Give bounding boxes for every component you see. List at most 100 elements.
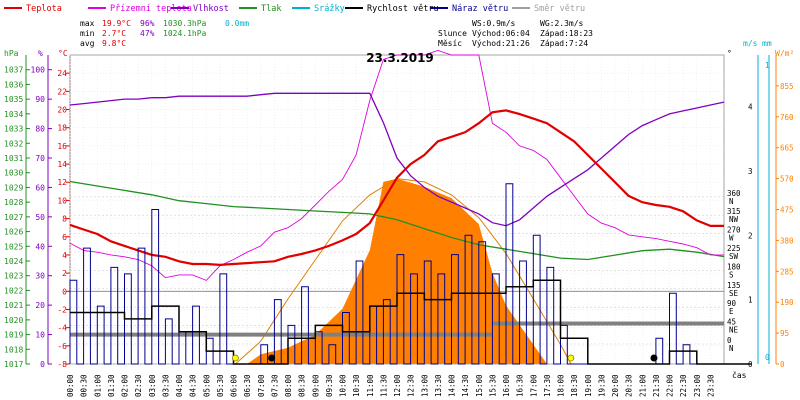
humidity-tick-label: 70 (35, 154, 45, 163)
direction-tick-label: 180 (727, 262, 741, 271)
x-tick-label: 09:00 (311, 374, 320, 397)
temperature-line (69, 109, 724, 267)
x-tick-label: 16:30 (516, 374, 525, 397)
temperature-tick-label: 6 (62, 233, 67, 242)
stats-block: max 19.9°C 96% 1030.3hPa 0.0mm min 2.7°C… (80, 19, 249, 48)
humidity-tick-label: 20 (35, 301, 45, 310)
x-tick-label: 10:30 (352, 374, 361, 397)
temperature-tick-label: 20 (57, 106, 67, 115)
pressure-line (69, 180, 725, 261)
temperature-tick-label: 12 (57, 178, 67, 187)
direction-tick-label: 45 (727, 318, 736, 327)
x-tick-label: 20:30 (625, 374, 634, 397)
temperature-tick-label: 16 (57, 142, 67, 151)
humidity-tick-label: 80 (35, 125, 45, 134)
solar-tick-label: 0 (780, 360, 785, 369)
direction-tick-label: 135 (727, 281, 741, 290)
x-tick-label: 12:30 (407, 374, 416, 397)
wind-tick-label: 4 (748, 103, 753, 112)
pressure-tick-label: 1023 (4, 272, 23, 281)
x-tick-label: 03:00 (148, 374, 157, 397)
x-tick-label: 20:00 (611, 374, 620, 397)
legend-label: Vlhkost (193, 4, 229, 14)
x-tick-label: 18:30 (570, 374, 579, 397)
temperature-tick-label: 4 (62, 251, 67, 260)
pressure-tick-label: 1031 (4, 154, 23, 163)
x-tick-label: 01:30 (107, 374, 116, 397)
humidity-tick-label: 50 (35, 213, 45, 222)
x-tick-label: 10:00 (339, 374, 348, 397)
stat-avg-label: avg (80, 39, 95, 48)
pressure-tick-label: 1028 (4, 198, 23, 207)
unit-degc: °C (58, 49, 68, 58)
legend-label: Směr větru (534, 4, 585, 14)
x-tick-label: 19:00 (584, 374, 593, 397)
pressure-tick-label: 1017 (4, 360, 23, 369)
stat-min-temp: 2.7°C (102, 29, 126, 38)
direction-tick-dir: E (729, 307, 734, 316)
solar-tick-label: 475 (780, 206, 794, 215)
gust-line (69, 183, 731, 365)
pressure-tick-label: 1027 (4, 213, 23, 222)
stat-max-rain: 0.0mm (225, 19, 249, 28)
wind-tick-label: 2 (748, 231, 753, 240)
pressure-tick-label: 1036 (4, 80, 23, 89)
x-tick-label: 07:30 (270, 374, 279, 397)
solar-tick-label: 380 (780, 236, 794, 245)
astro-block: WS:0.9m/s WG:2.3m/s Slunce Východ:06:04 … (438, 19, 593, 48)
moon-label: Měsíc (438, 39, 462, 48)
pressure-tick-label: 1019 (4, 331, 23, 340)
x-tick-label: 14:30 (461, 374, 470, 397)
temperature-tick-label: -2 (57, 305, 67, 314)
ws-value: WS:0.9m/s (472, 19, 516, 28)
direction-tick-dir: N (729, 197, 734, 206)
x-tick-label: 07:00 (257, 374, 266, 397)
ground-temp-line (69, 50, 724, 281)
sunset-marker (567, 354, 575, 362)
rain-tick-label: 1 (765, 61, 770, 70)
chart-date-title: 23.3.2019 (366, 51, 434, 65)
pressure-tick-label: 1030 (4, 169, 23, 178)
stat-max-temp: 19.9°C (102, 19, 131, 28)
direction-tick-dir: NW (729, 215, 739, 224)
legend-label: Teplota (26, 4, 62, 14)
pressure-tick-label: 1026 (4, 228, 23, 237)
x-tick-label: 16:00 (502, 374, 511, 397)
humidity-line (69, 92, 725, 227)
x-tick-label: 02:00 (121, 374, 130, 397)
pressure-tick-label: 1034 (4, 110, 23, 119)
moon-rise: Východ:21:26 (472, 39, 530, 48)
legend-label: Náraz větru (452, 4, 508, 14)
unit-headers: hPa % °C ° m/s mm W/m² (4, 39, 794, 58)
x-tick-label: 15:00 (475, 374, 484, 397)
x-tick-label: 06:00 (230, 374, 239, 397)
unit-deg: ° (727, 49, 732, 58)
pressure-tick-label: 1037 (4, 66, 23, 75)
direction-tick-dir: SW (729, 252, 739, 261)
x-tick-label: 08:30 (298, 374, 307, 397)
stat-avg-temp: 9.8°C (102, 39, 126, 48)
direction-tick-label: 270 (727, 226, 741, 235)
x-tick-label: 17:30 (543, 374, 552, 397)
humidity-tick-label: 90 (35, 95, 45, 104)
moon-set: Západ:7:24 (540, 39, 588, 48)
wg-value: WG:2.3m/s (540, 19, 584, 28)
stat-max-hum: 96% (140, 19, 155, 28)
pressure-tick-label: 1032 (4, 139, 23, 148)
x-tick-label: 00:00 (66, 374, 75, 397)
direction-tick-label: 315 (727, 207, 741, 216)
direction-tick-label: 0 (727, 336, 732, 345)
x-tick-label: 00:30 (80, 374, 89, 397)
moonset-marker (268, 354, 276, 362)
temperature-tick-label: -8 (57, 360, 67, 369)
moonrise-marker (650, 354, 658, 362)
temperature-tick-label: 2 (62, 269, 67, 278)
unit-wm2: W/m² (775, 49, 794, 58)
direction-tick-dir: W (729, 234, 734, 243)
x-tick-label: 04:00 (175, 374, 184, 397)
wind-speed-line (70, 279, 752, 365)
solar-tick-label: 190 (780, 298, 794, 307)
pressure-tick-label: 1018 (4, 345, 23, 354)
unit-hpa: hPa (4, 49, 19, 58)
